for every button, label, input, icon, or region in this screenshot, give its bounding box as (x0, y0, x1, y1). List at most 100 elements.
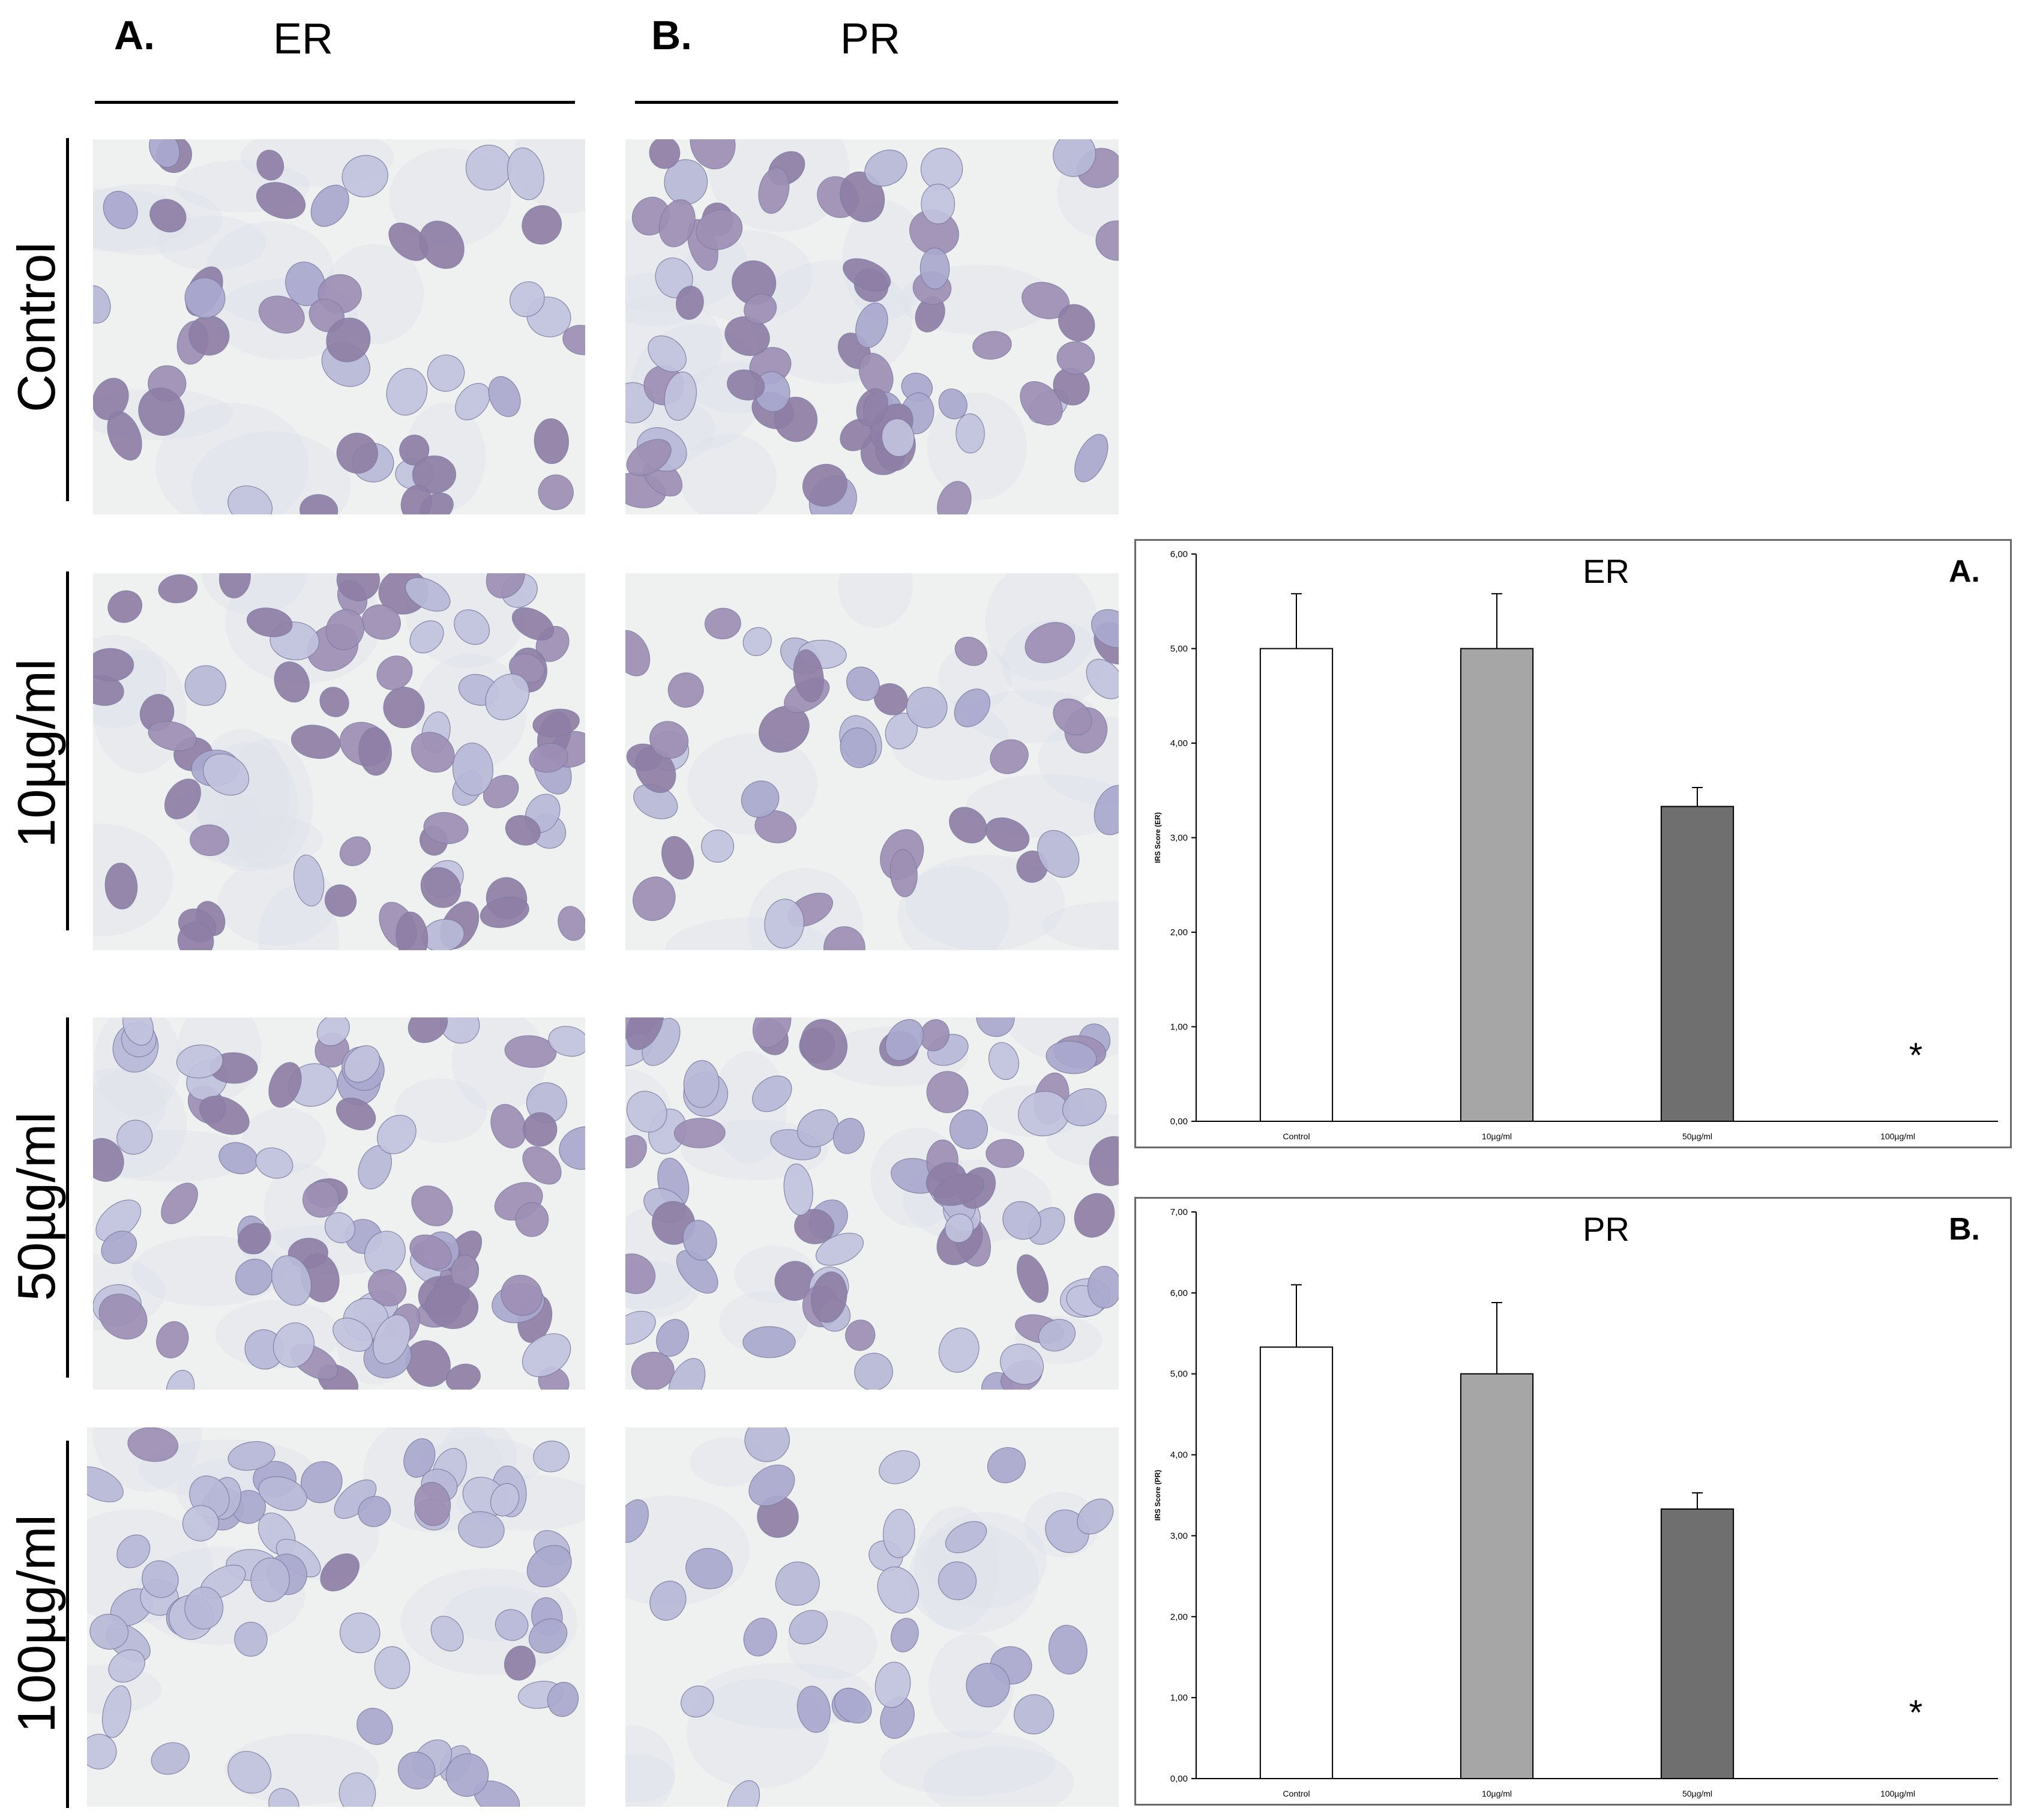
cell-nucleus (227, 1751, 272, 1794)
cell-nucleus (367, 1269, 407, 1307)
cell-nucleus (625, 1499, 649, 1543)
cell-nucleus (625, 630, 651, 676)
cell-nucleus (465, 145, 512, 191)
cell-nucleus (256, 149, 284, 181)
cell-nucleus (1087, 1266, 1119, 1309)
cell-nucleus (933, 1173, 985, 1206)
cell-nucleus (774, 396, 818, 442)
cell-nucleus (509, 281, 545, 318)
row-rule-control (66, 138, 69, 501)
cell-nucleus (926, 1071, 969, 1113)
cell-nucleus (966, 1663, 1010, 1708)
cell-nucleus (921, 184, 955, 224)
cell-nucleus (775, 1561, 820, 1606)
cell-nucleus (877, 1566, 919, 1614)
cell-nucleus (523, 1112, 558, 1147)
cell-nucleus (1086, 658, 1119, 699)
cell-nucleus (522, 205, 562, 245)
cell-nucleus (495, 1609, 529, 1641)
cell-nucleus (846, 666, 880, 701)
cell-nucleus (339, 836, 371, 866)
cell-nucleus (949, 1109, 988, 1150)
cell-nucleus (843, 258, 891, 292)
cell-nucleus (268, 1062, 302, 1108)
cell-nucleus (336, 1097, 376, 1130)
cell-nucleus (1025, 622, 1076, 663)
cell-nucleus (411, 1186, 453, 1226)
cell-nucleus (93, 648, 134, 682)
cell-nucleus (164, 779, 201, 819)
cell-nucleus (625, 1134, 647, 1169)
cell-nucleus (255, 1147, 293, 1179)
cell-nucleus (316, 1017, 350, 1046)
cell-nucleus (361, 604, 401, 640)
cell-nucleus (649, 139, 681, 169)
cell-nucleus (937, 481, 972, 514)
x-tick-label: 100µg/ml (1880, 1789, 1915, 1798)
cell-nucleus (793, 649, 824, 703)
cell-nucleus (658, 199, 696, 247)
cell-nucleus (149, 139, 180, 168)
cell-nucleus (326, 318, 371, 363)
row-rule-50 (66, 1017, 69, 1378)
cell-nucleus (234, 1621, 268, 1657)
cell-nucleus (397, 1752, 436, 1789)
cell-nucleus (547, 1681, 579, 1717)
cell-nucleus (149, 199, 187, 233)
cell-nucleus (988, 1042, 1019, 1080)
cell-nucleus (184, 277, 226, 319)
cell-nucleus (358, 1496, 391, 1527)
cell-nucleus (274, 661, 310, 703)
cell-nucleus (1037, 830, 1080, 878)
cell-nucleus (93, 285, 111, 324)
cytoplasm-haze (879, 1731, 1056, 1796)
cell-nucleus (426, 1283, 479, 1329)
cell-nucleus (656, 1319, 690, 1357)
cell-nucleus (1094, 785, 1119, 836)
cell-nucleus (744, 1427, 790, 1462)
cell-nucleus (273, 1322, 314, 1368)
cell-nucleus (845, 1319, 876, 1351)
cell-nucleus (87, 1734, 117, 1770)
cell-nucleus (293, 854, 325, 907)
cell-nucleus (945, 1213, 973, 1243)
cell-nucleus (158, 574, 198, 603)
cell-nucleus (485, 673, 530, 720)
cell-nucleus (832, 1118, 865, 1154)
cell-nucleus (885, 1019, 924, 1061)
cell-nucleus (676, 1250, 718, 1294)
x-tick-label: Control (1283, 1789, 1310, 1798)
cell-nucleus (1058, 304, 1095, 342)
cell-nucleus (439, 1017, 480, 1044)
cell-nucleus (548, 1026, 585, 1057)
cell-nucleus (250, 1557, 290, 1602)
cell-nucleus (522, 1146, 562, 1185)
micrograph-pr-control (625, 139, 1119, 514)
cell-nucleus (823, 926, 865, 950)
cell-nucleus (399, 435, 430, 466)
cell-nucleus (409, 1234, 452, 1270)
cell-nucleus (626, 1091, 667, 1133)
micrograph-svg (625, 573, 1119, 950)
cell-nucleus (840, 727, 877, 768)
cell-nucleus (920, 148, 963, 190)
bar (1259, 1346, 1334, 1779)
cytoplasm-haze (686, 1678, 829, 1789)
chart-title: PR (1583, 1210, 1629, 1248)
cell-nucleus (188, 315, 230, 356)
cell-nucleus (376, 655, 413, 690)
cell-nucleus (528, 1618, 568, 1654)
cell-nucleus (405, 1340, 451, 1387)
cell-nucleus (855, 303, 888, 348)
cytoplasm-haze (838, 573, 913, 628)
cell-nucleus (955, 413, 985, 454)
x-tick-label: 10µg/ml (1482, 1131, 1512, 1141)
cell-nucleus (864, 149, 907, 187)
cell-nucleus (945, 1521, 987, 1553)
cell-nucleus (985, 1139, 1025, 1168)
chart-title: ER (1583, 552, 1629, 590)
cell-nucleus (377, 1115, 417, 1154)
micrograph-pr-50 (625, 1017, 1119, 1390)
cell-nucleus (332, 1318, 373, 1352)
micrograph-background (625, 1427, 1119, 1807)
